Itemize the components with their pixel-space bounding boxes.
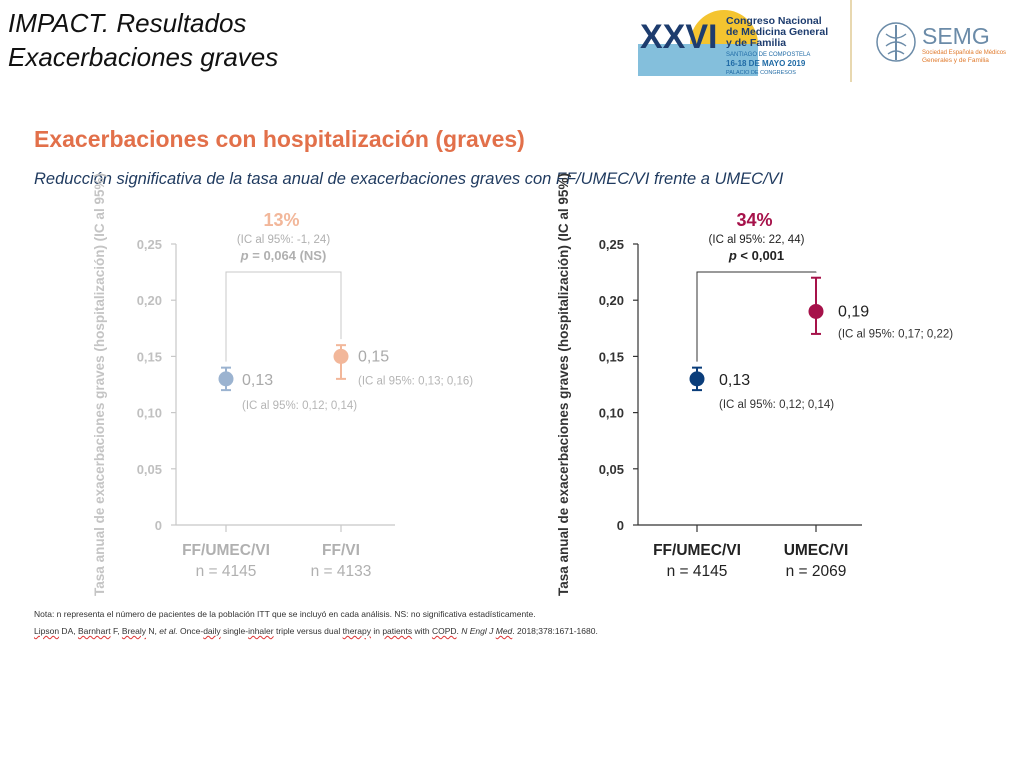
ref-word: COPD xyxy=(431,626,457,636)
section-heading: Exacerbaciones con hospitalización (grav… xyxy=(34,126,525,152)
value-label: 0,13 xyxy=(242,372,273,389)
ref-text: N, xyxy=(146,626,160,636)
y-tick-label: 0,05 xyxy=(137,462,162,477)
ci-label: (IC al 95%: 0,12; 0,14) xyxy=(242,400,357,412)
p-value: < 0,001 xyxy=(737,248,784,263)
n-label: n = 4133 xyxy=(311,563,372,580)
semg-logo: SEMG Sociedad Española de Médicos Genera… xyxy=(876,22,1006,64)
y-tick-label: 0 xyxy=(617,518,624,533)
ref-text: single- xyxy=(220,626,249,636)
ref-author-brealy: Brealy xyxy=(121,626,147,636)
slide-title-line1: IMPACT. Resultados xyxy=(8,8,247,38)
data-point xyxy=(333,348,349,364)
y-tick-label: 0 xyxy=(155,518,162,533)
congreso-line2: de Medicina General xyxy=(726,26,828,38)
ref-author-lipson: Lipson xyxy=(34,626,60,636)
category-label: FF/UMEC/VI xyxy=(653,542,741,559)
value-label: 0,13 xyxy=(719,372,750,389)
data-point xyxy=(808,303,824,319)
congreso-dates: 16-18 DE MAYO 2019 xyxy=(726,59,806,68)
y-axis-label: Tasa anual de exacerbaciones graves (hos… xyxy=(92,173,107,596)
y-tick-label: 0,25 xyxy=(137,237,162,252)
ci-label: (IC al 95%: 0,12; 0,14) xyxy=(719,399,834,411)
caduceus-icon xyxy=(876,22,916,62)
y-tick-label: 0,15 xyxy=(137,349,162,364)
p-value: = 0,064 (NS) xyxy=(249,248,327,263)
n-label: n = 4145 xyxy=(196,563,257,580)
ci-label: (IC al 95%: 0,17; 0,22) xyxy=(838,328,953,340)
ref-journal: N Engl J xyxy=(461,626,496,636)
congreso-numeral: XXVI xyxy=(640,18,717,56)
p-symbol: p xyxy=(240,248,249,263)
congreso-line1: Congreso Nacional xyxy=(726,15,822,27)
category-label: FF/UMEC/VI xyxy=(182,542,270,559)
congreso-sun-shape xyxy=(690,10,758,44)
congreso-venue: PALACIO DE CONGRESOS xyxy=(726,70,796,76)
logo-divider xyxy=(850,0,852,82)
congreso-city: SANTIAGO DE COMPOSTELA xyxy=(726,52,810,58)
ref-word: patients xyxy=(382,626,413,636)
category-label: UMEC/VI xyxy=(784,542,849,559)
p-value-label: p < 0,001 xyxy=(728,248,784,263)
comparison-bracket xyxy=(225,271,342,362)
congreso-line3: y de Familia xyxy=(726,37,786,49)
y-tick-label: 0,25 xyxy=(599,237,624,252)
reduction-ci: (IC al 95%: 22, 44) xyxy=(709,234,805,246)
n-label: n = 4145 xyxy=(667,563,728,580)
slide-title: IMPACT. Resultados Exacerbaciones graves xyxy=(8,6,278,74)
y-tick-label: 0,20 xyxy=(599,293,624,308)
footnote-reference: Lipson DA, Barnhart F, Brealy N, et al. … xyxy=(34,626,598,636)
y-tick-label: 0,05 xyxy=(599,462,624,477)
y-tick-label: 0,10 xyxy=(599,406,624,421)
congreso-logo: XXVI Congreso Nacional de Medicina Gener… xyxy=(638,10,828,76)
ref-word: inhaler xyxy=(248,626,274,636)
semg-name: SEMG xyxy=(922,23,990,49)
ref-text: in xyxy=(370,626,383,636)
ref-text: Once- xyxy=(177,626,204,636)
n-label: n = 2069 xyxy=(786,563,847,580)
ref-journal-med: Med xyxy=(495,626,513,636)
value-label: 0,19 xyxy=(838,303,869,320)
footnote-note: Nota: n representa el número de paciente… xyxy=(34,609,536,619)
data-point xyxy=(218,371,234,387)
y-tick-label: 0,15 xyxy=(599,349,624,364)
reduction-percent: 34% xyxy=(736,210,772,230)
p-symbol: p xyxy=(728,248,737,263)
ref-text: F, xyxy=(110,626,122,636)
semg-sub2: Generales y de Familia xyxy=(922,57,989,64)
ref-word: daily xyxy=(203,626,221,636)
ref-word: therapy xyxy=(342,626,371,636)
semg-sub1: Sociedad Española de Médicos xyxy=(922,50,1006,56)
ref-tail: . 2018;378:1671-1680. xyxy=(512,626,598,636)
ci-label: (IC al 95%: 0,13; 0,16) xyxy=(358,375,473,387)
y-axis-label: Tasa anual de exacerbaciones graves (hos… xyxy=(556,173,571,596)
ref-author-barnhart: Barnhart xyxy=(77,626,111,636)
category-label: FF/VI xyxy=(322,542,360,559)
value-label: 0,15 xyxy=(358,348,389,365)
comparison-bracket xyxy=(696,271,817,362)
congreso-band-shape xyxy=(638,44,758,76)
y-tick-label: 0,10 xyxy=(137,406,162,421)
p-value-label: p = 0,064 (NS) xyxy=(240,248,327,263)
data-point xyxy=(689,371,705,387)
slide-title-line2: Exacerbaciones graves xyxy=(8,42,279,72)
ref-text: DA, xyxy=(59,626,78,636)
reduction-ci: (IC al 95%: -1, 24) xyxy=(237,234,330,246)
ref-etal: et al. xyxy=(159,626,178,636)
charts-canvas: 0 0,05 0,10 0,15 0,20 0,25 Tasa anual de exace… xyxy=(92,173,953,596)
reduction-percent: 13% xyxy=(263,210,299,230)
ref-text: triple versus dual xyxy=(273,626,343,636)
ref-text: with xyxy=(412,626,432,636)
ref-text: . xyxy=(456,626,462,636)
section-subheading: Reducción significativa de la tasa anual… xyxy=(34,170,784,188)
y-tick-label: 0,20 xyxy=(137,293,162,308)
